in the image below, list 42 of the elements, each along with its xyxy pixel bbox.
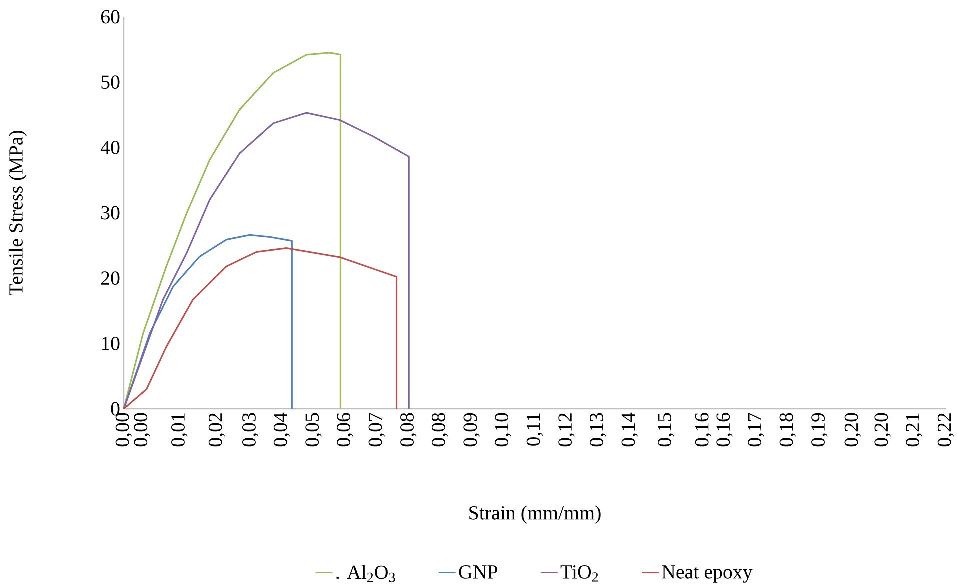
y-tick-label: 10	[102, 336, 120, 350]
legend-label: . Al$_{2}$O$_{3}$	[336, 565, 396, 582]
x-tick-label: 0,20	[874, 413, 892, 447]
x-tick-label: 0,15	[658, 413, 674, 447]
legend-label: GNP	[459, 566, 498, 579]
line-series	[123, 234, 293, 410]
x-tick-label: 0,03	[242, 413, 259, 447]
x-tick-label: 0,04	[274, 412, 290, 447]
x-axis-title: Strain (mm/mm)	[470, 506, 601, 524]
y-axis-title: Tensile Stress (MPa)	[8, 131, 27, 296]
x-tick-label: 0,14	[622, 412, 638, 447]
x-tick-label: 0,13	[590, 413, 606, 447]
x-tick-label: 0,11	[526, 414, 544, 446]
x-tick-label: 0,08	[432, 413, 448, 447]
line-series	[123, 112, 410, 410]
legend-label: TiO$_{2}$	[560, 566, 598, 582]
x-tick-label: 0,18	[780, 413, 796, 447]
legend-label: Neat epoxy	[662, 566, 753, 583]
y-tick-label: 50	[102, 76, 120, 90]
y-tick-label: 40	[100, 140, 120, 154]
x-tick-label: 0,02	[208, 414, 226, 447]
x-tick-label: 0,17	[748, 413, 764, 447]
x-tick-label: 0,19	[812, 413, 828, 447]
x-tick-label: 0,05	[306, 413, 322, 447]
x-tick-label: 0,00	[134, 413, 150, 447]
x-tick-label: 0,08	[400, 413, 417, 447]
line-series	[123, 247, 398, 410]
x-tick-label: 0,16	[716, 413, 733, 447]
x-tick-label: 0,07	[368, 413, 386, 447]
x-tick-label: 0,10	[495, 413, 512, 447]
x-tick-label: 0,21	[906, 414, 922, 447]
y-tick-label: 60	[101, 10, 120, 24]
line-series	[123, 52, 342, 410]
x-tick-label: 0,09	[464, 413, 480, 447]
x-tick-label: 0,16	[695, 413, 712, 447]
x-tick-label: 0,22	[938, 414, 954, 447]
x-tick-label: 0,06	[337, 413, 354, 447]
x-tick-label: 0,01	[172, 414, 188, 447]
x-tick-label: 0,20	[844, 413, 862, 447]
x-tick-label: 0,12	[558, 414, 575, 447]
y-tick-label: 30	[102, 206, 120, 220]
y-tick-label: 20	[101, 272, 120, 286]
